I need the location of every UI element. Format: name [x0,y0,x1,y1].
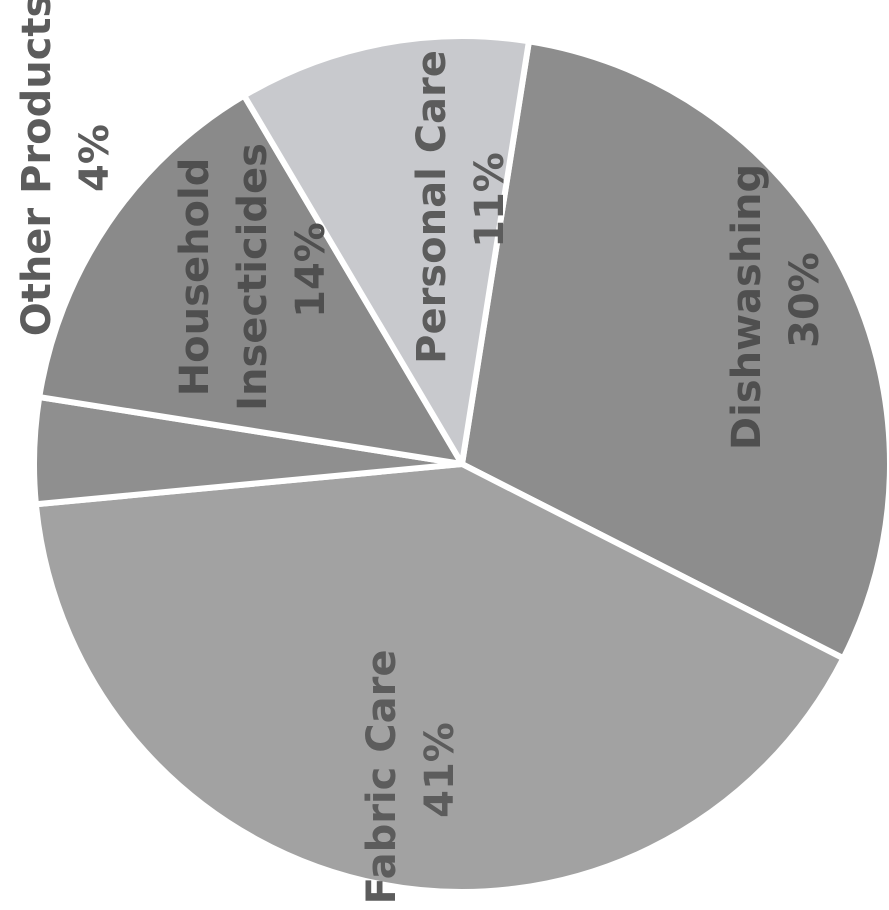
pie-slice-personal-care [241,33,532,467]
pie-slice-fabric-care [32,461,847,895]
pie-slice-household-insecticides [36,92,465,467]
slices-layer [31,33,889,895]
slice-label-fabric-care: Fabric Care 41% [359,636,463,905]
slice-label-household-insecticides: Household Insecticides 14% [172,129,334,411]
pie-slice-dishwashing [459,38,889,662]
slice-label-personal-care: Personal Care 11% [409,36,513,364]
labels-layer: Dishwashing 30% Fabric Care 41% Other Pr… [14,0,828,904]
slice-label-other-products: Other Products 4% [14,0,118,336]
slice-label-dishwashing: Dishwashing 30% [724,150,828,450]
